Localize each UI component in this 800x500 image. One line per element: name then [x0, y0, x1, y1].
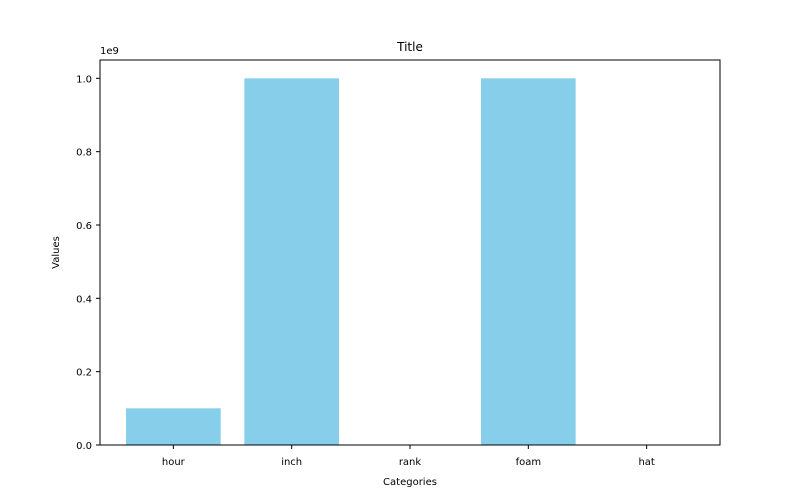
y-axis-title: Values [51, 236, 62, 269]
x-tick-label-inch: inch [281, 457, 302, 468]
y-tick-label: 0.4 [76, 294, 92, 305]
bars-group [126, 78, 576, 445]
bar-hour [126, 408, 221, 445]
x-tick-label-hour: hour [162, 457, 186, 468]
y-axis-scale-label: 1e9 [100, 46, 119, 57]
y-tick-label: 1.0 [76, 74, 92, 85]
x-tick-label-rank: rank [399, 457, 422, 468]
bar-inch [244, 78, 340, 445]
bar-foam [480, 78, 576, 445]
y-tick-label: 0.6 [76, 221, 92, 232]
x-axis-title: Categories [383, 477, 437, 488]
x-tick-label-hat: hat [638, 457, 654, 468]
y-tick-label: 0.8 [76, 148, 92, 159]
x-axis: hour inch rank foam hat [162, 445, 655, 468]
y-axis: 0.0 0.2 0.4 0.6 0.8 1.0 [76, 74, 100, 452]
chart-title: Title [396, 40, 423, 54]
x-tick-label-foam: foam [516, 457, 542, 468]
y-tick-label: 0.2 [76, 368, 92, 379]
y-tick-label: 0.0 [76, 441, 92, 452]
